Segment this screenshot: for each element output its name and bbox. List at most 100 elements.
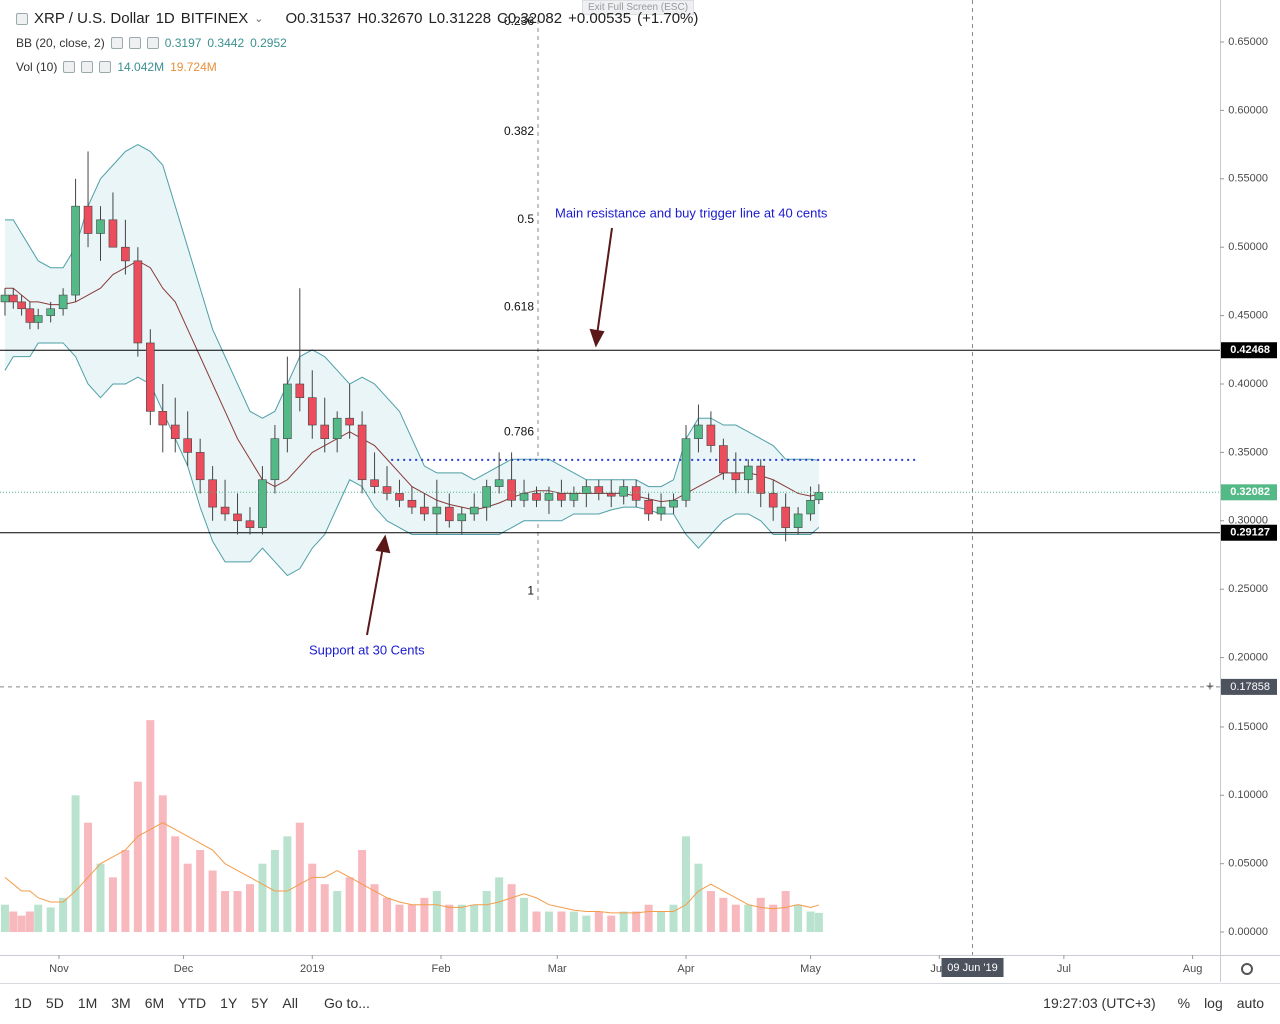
candle-body — [382, 486, 392, 494]
icon[interactable] — [99, 61, 112, 73]
volume-bar — [544, 911, 553, 933]
volume-bar — [582, 915, 591, 933]
x-tick-label: May — [800, 963, 821, 975]
candle-body — [295, 383, 305, 398]
icon[interactable] — [110, 37, 123, 49]
vol-ma-value: 19.724M — [170, 60, 217, 74]
volume-bar — [370, 884, 379, 933]
arrow-support — [366, 546, 384, 636]
range[interactable]: 1D — [14, 995, 32, 1011]
volume-bar — [146, 720, 155, 933]
range[interactable]: YTD — [178, 995, 207, 1011]
exchange[interactable]: BITFINEX — [180, 10, 249, 27]
volume-bar — [706, 891, 715, 933]
y-tick-label: 0.60000 — [1228, 104, 1268, 116]
candle-body — [208, 479, 217, 508]
candle-body — [432, 506, 442, 515]
volume-bar — [158, 795, 167, 933]
range[interactable]: 1M — [77, 995, 98, 1011]
candle-body — [58, 294, 68, 310]
level-label: 0.42468 — [1230, 344, 1270, 356]
icon[interactable] — [128, 37, 141, 49]
volume-bar — [644, 904, 653, 933]
volume-bar — [457, 904, 466, 933]
exit-fullscreen-tip[interactable]: Exit Full Screen (ESC) — [582, 0, 695, 15]
candle-body — [631, 486, 641, 501]
symbol[interactable]: XRP / U.S. Dollar — [34, 10, 150, 27]
candle-body — [806, 499, 815, 515]
annotation-resistance: Main resistance and buy trigger line at … — [555, 205, 828, 220]
chevron[interactable]: ⌄ — [254, 13, 264, 25]
bb-basis: 0.3197 — [164, 36, 202, 50]
volume-y-tick-label: 0.05000 — [1228, 858, 1268, 870]
icon[interactable] — [81, 61, 94, 73]
auto[interactable]: auto — [1236, 995, 1264, 1011]
candle-body — [332, 417, 342, 440]
settings-icon[interactable] — [1241, 963, 1253, 975]
candle-body — [544, 493, 554, 501]
volume-bar — [320, 884, 329, 933]
range[interactable]: All — [282, 995, 298, 1011]
volume-bar — [258, 863, 267, 933]
candle-body — [195, 452, 205, 481]
high: H0.32670 — [357, 10, 423, 27]
volume-bar — [34, 904, 43, 933]
candle-body — [507, 479, 516, 501]
change: +0.00535 — [568, 10, 632, 27]
bb-fill — [4, 144, 819, 576]
open: O0.31537 — [285, 10, 352, 27]
bb-lower: 0.2952 — [250, 36, 287, 50]
range[interactable]: 3M — [111, 995, 131, 1011]
range[interactable]: 5D — [45, 995, 64, 1011]
candle-body — [781, 506, 790, 528]
x-tick-label: Apr — [677, 963, 694, 975]
candle-body — [133, 260, 143, 344]
header-vol: Vol (10) 14.042M 19.724M — [16, 60, 217, 74]
volume-bar — [221, 891, 230, 933]
y-tick-label: 0.20000 — [1228, 651, 1268, 663]
fib-label: 0.618 — [504, 300, 534, 314]
volume-bar — [333, 891, 342, 933]
candle-body — [644, 499, 653, 515]
low: L0.31228 — [428, 10, 492, 27]
icon[interactable] — [16, 12, 28, 25]
goto[interactable]: Go to... — [323, 995, 370, 1011]
volume-bar — [420, 897, 429, 933]
x-tick-label: Nov — [49, 963, 69, 975]
volume-bar — [482, 891, 491, 933]
volume-bar — [669, 904, 678, 933]
x-tick-label: Mar — [548, 963, 567, 975]
gear[interactable] — [1241, 963, 1253, 975]
icon[interactable] — [63, 61, 76, 73]
volume-bar — [719, 897, 728, 933]
range[interactable]: 1Y — [220, 995, 238, 1011]
x-tick-label: Aug — [1183, 963, 1203, 975]
bb-label[interactable]: BB (20, close, 2) — [16, 36, 105, 50]
candle-body — [557, 493, 566, 501]
annotation-support: Support at 30 Cents — [309, 642, 425, 657]
volume-bar — [769, 904, 778, 933]
interval[interactable]: 1D — [155, 10, 175, 27]
candle-body — [233, 513, 242, 522]
volume-bar — [233, 891, 242, 933]
percent[interactable]: % — [1177, 995, 1191, 1011]
range[interactable]: 6M — [144, 995, 165, 1011]
volume-y-tick-label: 0.10000 — [1228, 789, 1268, 801]
arrow-head — [375, 534, 391, 554]
clock[interactable]: 19:27:03 (UTC+3) — [1043, 995, 1156, 1011]
candle-body — [681, 438, 691, 501]
candle-body — [619, 486, 629, 497]
range[interactable]: 5Y — [251, 995, 269, 1011]
candle-body — [444, 506, 454, 522]
candle-body — [0, 294, 10, 303]
log[interactable]: log — [1204, 995, 1223, 1011]
x-tick-label: Feb — [432, 963, 451, 975]
icon[interactable] — [146, 37, 159, 49]
volume-bar — [569, 911, 578, 933]
candle-body — [370, 479, 379, 487]
candle-body — [569, 493, 579, 501]
volume-bar — [395, 904, 404, 933]
vol-label[interactable]: Vol (10) — [16, 60, 58, 74]
candle-body — [606, 493, 616, 497]
candle-body — [220, 506, 230, 515]
